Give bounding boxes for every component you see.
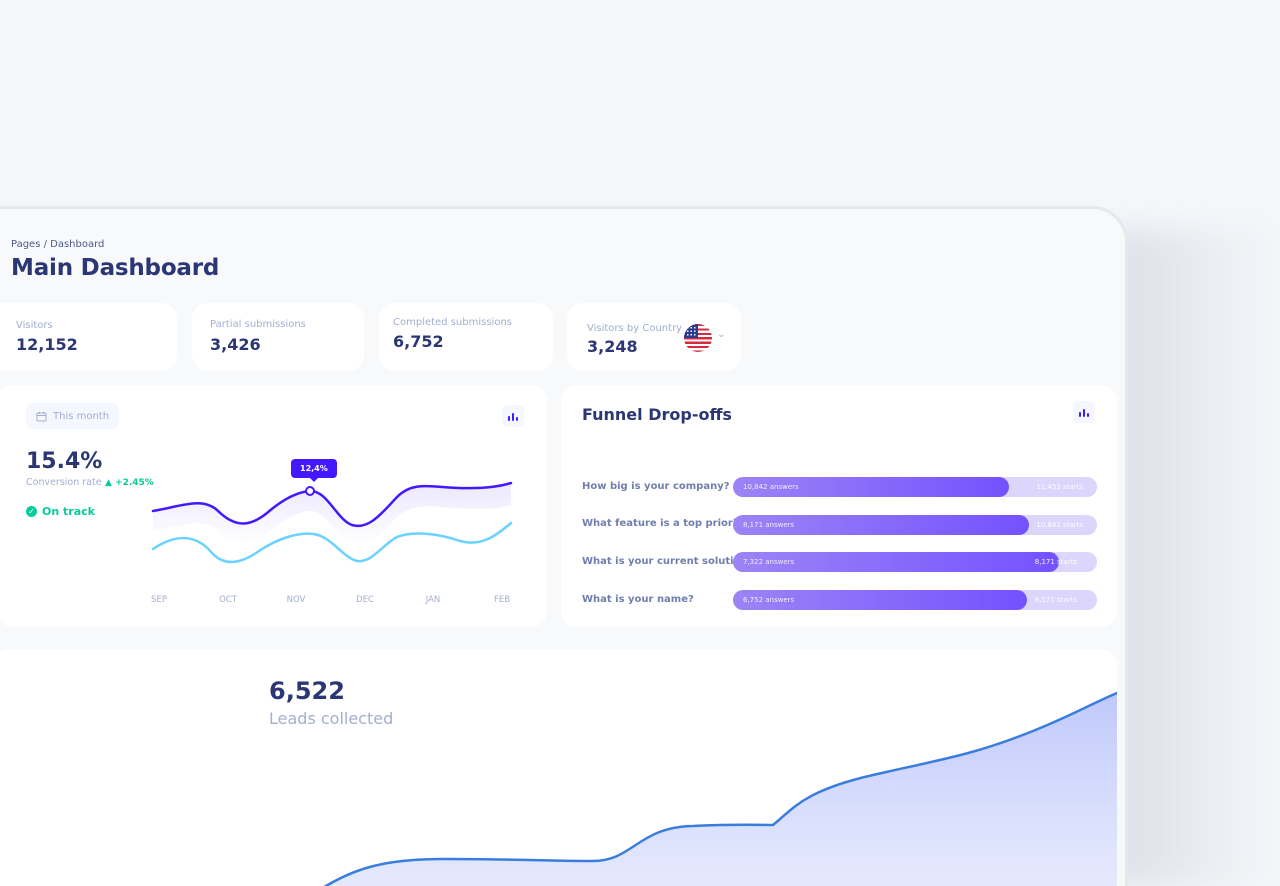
series-line-secondary <box>151 521 513 563</box>
leads-value: 6,522 <box>269 677 345 705</box>
x-axis-label: OCT <box>219 595 237 605</box>
funnel-question: What is your name? <box>582 594 694 605</box>
status-badge: ✓ On track <box>26 505 95 518</box>
answers-count: 10,842 answers <box>743 483 799 491</box>
starts-count: 8,171 starts <box>1034 596 1077 604</box>
funnel-bar[interactable]: 7,322 answers 8,171 starts <box>733 552 1097 572</box>
funnel-question: What is your current solution? <box>582 556 754 567</box>
value-tooltip: 12,4% <box>291 459 337 478</box>
leads-card: 6,522 Leads collected <box>0 649 1117 886</box>
line-shadow-area <box>153 483 511 546</box>
funnel-bar-fill <box>733 590 1028 610</box>
tooltip-point[interactable] <box>305 486 315 496</box>
calendar-icon <box>36 411 47 421</box>
conversion-delta: ▲ +2.45% <box>105 478 154 488</box>
stat-value: 3,248 <box>587 337 638 356</box>
starts-count: 10,842 starts <box>1036 521 1083 529</box>
period-label: This month <box>53 410 110 422</box>
chevron-down-icon[interactable]: ⌄ <box>717 329 726 340</box>
funnel-bar-fill <box>733 515 1029 535</box>
x-axis-label: NOV <box>286 595 306 605</box>
funnel-question: What feature is a top priority <box>582 518 748 529</box>
status-text: On track <box>42 505 95 518</box>
funnel-bar[interactable]: 8,171 answers 10,842 starts <box>733 515 1097 535</box>
answers-count: 6,752 answers <box>743 596 795 604</box>
starts-count: 11,453 starts <box>1036 483 1083 491</box>
check-circle-icon: ✓ <box>26 506 37 517</box>
bar-chart-icon[interactable] <box>502 405 524 427</box>
leads-area-chart <box>323 691 1117 886</box>
series-line-primary <box>151 481 513 528</box>
x-axis-label: DEC <box>356 595 374 605</box>
stat-label: Visitors by Country <box>587 323 683 334</box>
funnel-card: Funnel Drop-offs How big is your company… <box>561 385 1117 627</box>
stat-label: Completed submissions <box>393 317 512 328</box>
delta-value: +2.45% <box>115 478 154 488</box>
stat-label: Partial submissions <box>210 319 306 330</box>
funnel-bar[interactable]: 6,752 answers 8,171 starts <box>733 590 1097 610</box>
x-axis-label: JAN <box>425 595 441 605</box>
device-shadow <box>1110 230 1280 886</box>
conversion-rate-label: Conversion rate <box>26 477 102 488</box>
answers-count: 8,171 answers <box>743 521 795 529</box>
trend-up-icon: ▲ <box>105 478 112 488</box>
us-flag-icon[interactable] <box>684 324 712 352</box>
conversion-chart-card: This month 15.4% Conversion rate ▲ +2.45… <box>0 385 547 627</box>
stat-value: 6,752 <box>393 332 444 351</box>
stat-card-completed-submissions: Completed submissions 6,752 <box>379 303 553 371</box>
x-axis-label: SEP <box>151 595 167 605</box>
bar-chart-icon[interactable] <box>1073 401 1095 423</box>
dashboard-frame: Pages / Dashboard Main Dashboard Visitor… <box>0 206 1128 886</box>
breadcrumb[interactable]: Pages / Dashboard <box>11 239 105 250</box>
conversion-line-chart <box>151 481 513 563</box>
stat-card-visitors-by-country: Visitors by Country 3,248 ⌄ <box>567 303 741 371</box>
funnel-bar-fill <box>733 477 1009 497</box>
funnel-bar-fill <box>733 552 1060 572</box>
stat-card-visitors: Visitors 12,152 <box>0 303 177 371</box>
x-axis-label: FEB <box>493 595 511 605</box>
conversion-rate-value: 15.4% <box>26 449 103 474</box>
stat-value: 3,426 <box>210 335 261 354</box>
funnel-title: Funnel Drop-offs <box>582 405 732 424</box>
answers-count: 7,322 answers <box>743 558 795 566</box>
stat-card-partial-submissions: Partial submissions 3,426 <box>192 303 364 371</box>
page-title: Main Dashboard <box>11 255 220 281</box>
leads-line <box>323 691 1117 886</box>
leads-label: Leads collected <box>269 709 394 728</box>
leads-area-fill <box>325 693 1117 886</box>
dashboard-content: Pages / Dashboard Main Dashboard Visitor… <box>0 209 1125 886</box>
funnel-question: How big is your company? <box>582 481 730 492</box>
period-selector[interactable]: This month <box>26 403 120 429</box>
stat-value: 12,152 <box>16 335 78 354</box>
funnel-bar[interactable]: 10,842 answers 11,453 starts <box>733 477 1097 497</box>
stat-label: Visitors <box>16 320 53 331</box>
starts-count: 8,171 starts <box>1034 558 1077 566</box>
